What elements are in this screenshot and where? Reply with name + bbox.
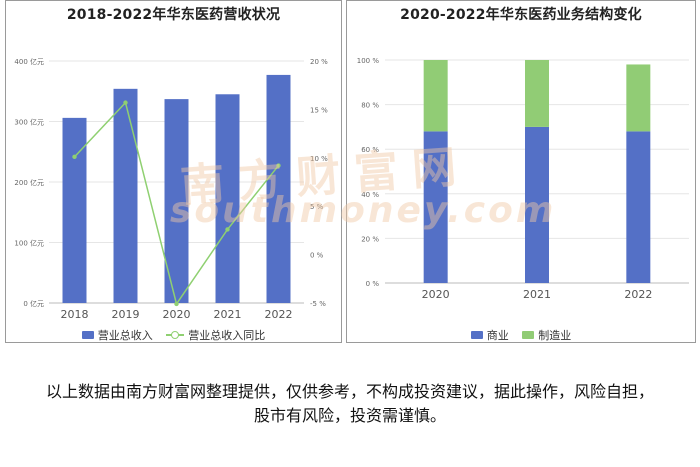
y-left-tick-label: 300 亿元 — [14, 118, 44, 127]
y-tick-label: 100 % — [357, 57, 380, 65]
y-tick-label: 80 % — [361, 102, 379, 110]
revenue-chart-panel: 2018-2022年华东医药营收状况 400 亿元 300 亿元 200 亿元 100… — [5, 0, 342, 343]
x-tick-label: 2018 — [61, 308, 89, 321]
revenue-bar — [62, 117, 87, 304]
legend-revenue-yoy[interactable]: 营业总收入同比 — [166, 327, 265, 343]
y-left-tick-label: 200 亿元 — [14, 178, 44, 187]
x-tick-label: 2022 — [624, 288, 652, 301]
watermark-en: southmoney.com — [170, 190, 557, 231]
y-right-tick-label: 10 % — [310, 155, 328, 163]
manufacturing-bar-segment — [423, 60, 448, 132]
revenue-bar — [164, 99, 189, 304]
x-tick-label: 2022 — [265, 308, 293, 321]
disclaimer-text: 以上数据由南方财富网整理提供，仅供参考，不构成投资建议，据此操作，风险自担，股市… — [45, 382, 654, 425]
y-right-tick-label: 20 % — [310, 58, 328, 66]
legend-manufacturing-label: 制造业 — [538, 329, 572, 342]
revenue-bar — [215, 94, 240, 304]
revenue-yoy-point — [225, 227, 230, 232]
revenue-yoy-point — [276, 163, 281, 168]
revenue-yoy-point — [174, 301, 179, 307]
revenue-chart-title: 2018-2022年华东医药营收状况 — [66, 7, 281, 23]
revenue-bar — [266, 74, 291, 303]
revenue-yoy-point — [123, 100, 128, 105]
y-left-tick-label: 100 亿元 — [14, 239, 44, 248]
commerce-bar-segment — [423, 131, 448, 283]
x-tick-label: 2019 — [112, 308, 140, 321]
legend-commerce-label: 商业 — [486, 329, 509, 342]
y-tick-label: 40 % — [361, 191, 379, 199]
business-structure-title: 2020-2022年华东医药业务结构变化 — [400, 7, 642, 23]
business-structure-plot: 100 % 80 % 60 % 40 % 20 % 0 % 2020 2021 2022 — [357, 57, 689, 301]
legend-manufacturing[interactable]: 制造业 — [522, 327, 571, 343]
legend-revenue-label: 营业总收入 — [97, 329, 153, 342]
x-tick-label: 2021 — [523, 288, 551, 301]
x-tick-label: 2020 — [163, 308, 191, 321]
y-left-tick-label: 400 亿元 — [14, 57, 44, 66]
revenue-chart-legend: 营业总收入 营业总收入同比 — [6, 327, 341, 343]
y-tick-label: 20 % — [361, 235, 379, 243]
legend-revenue-swatch — [81, 331, 94, 339]
manufacturing-bar-segment — [525, 60, 549, 127]
y-tick-label: 60 % — [361, 146, 379, 154]
legend-commerce[interactable]: 商业 — [470, 327, 509, 343]
legend-manufacturing-swatch — [522, 331, 535, 339]
commerce-bar-segment — [626, 131, 651, 283]
y-tick-label: 0 % — [366, 280, 380, 288]
y-left-tick-label: 0 亿元 — [23, 299, 44, 308]
y-right-tick-label: 15 % — [310, 106, 328, 114]
business-structure-panel: 2020-2022年华东医药业务结构变化 100 % 80 % 60 % 40 % 20… — [346, 0, 696, 343]
commerce-bar-segment — [525, 126, 549, 284]
y-right-tick-label: -5 % — [310, 300, 326, 308]
revenue-yoy-point — [72, 154, 77, 160]
revenue-chart-plot: 400 亿元 300 亿元 200 亿元 100 亿元 0 亿元 20 % 15 % 10 %… — [14, 57, 328, 321]
x-tick-label: 2021 — [214, 308, 242, 321]
y-right-tick-label: 0 % — [310, 252, 324, 260]
legend-yoy-line-icon — [166, 331, 185, 339]
business-structure-legend: 商业 制造业 — [347, 327, 695, 343]
y-right-tick-label: 5 % — [310, 203, 324, 211]
legend-revenue[interactable]: 营业总收入 — [81, 327, 153, 343]
revenue-bar — [113, 88, 138, 303]
legend-commerce-swatch — [470, 331, 483, 339]
manufacturing-bar-segment — [626, 64, 651, 132]
x-tick-label: 2020 — [422, 288, 450, 301]
legend-yoy-label: 营业总收入同比 — [188, 329, 266, 342]
